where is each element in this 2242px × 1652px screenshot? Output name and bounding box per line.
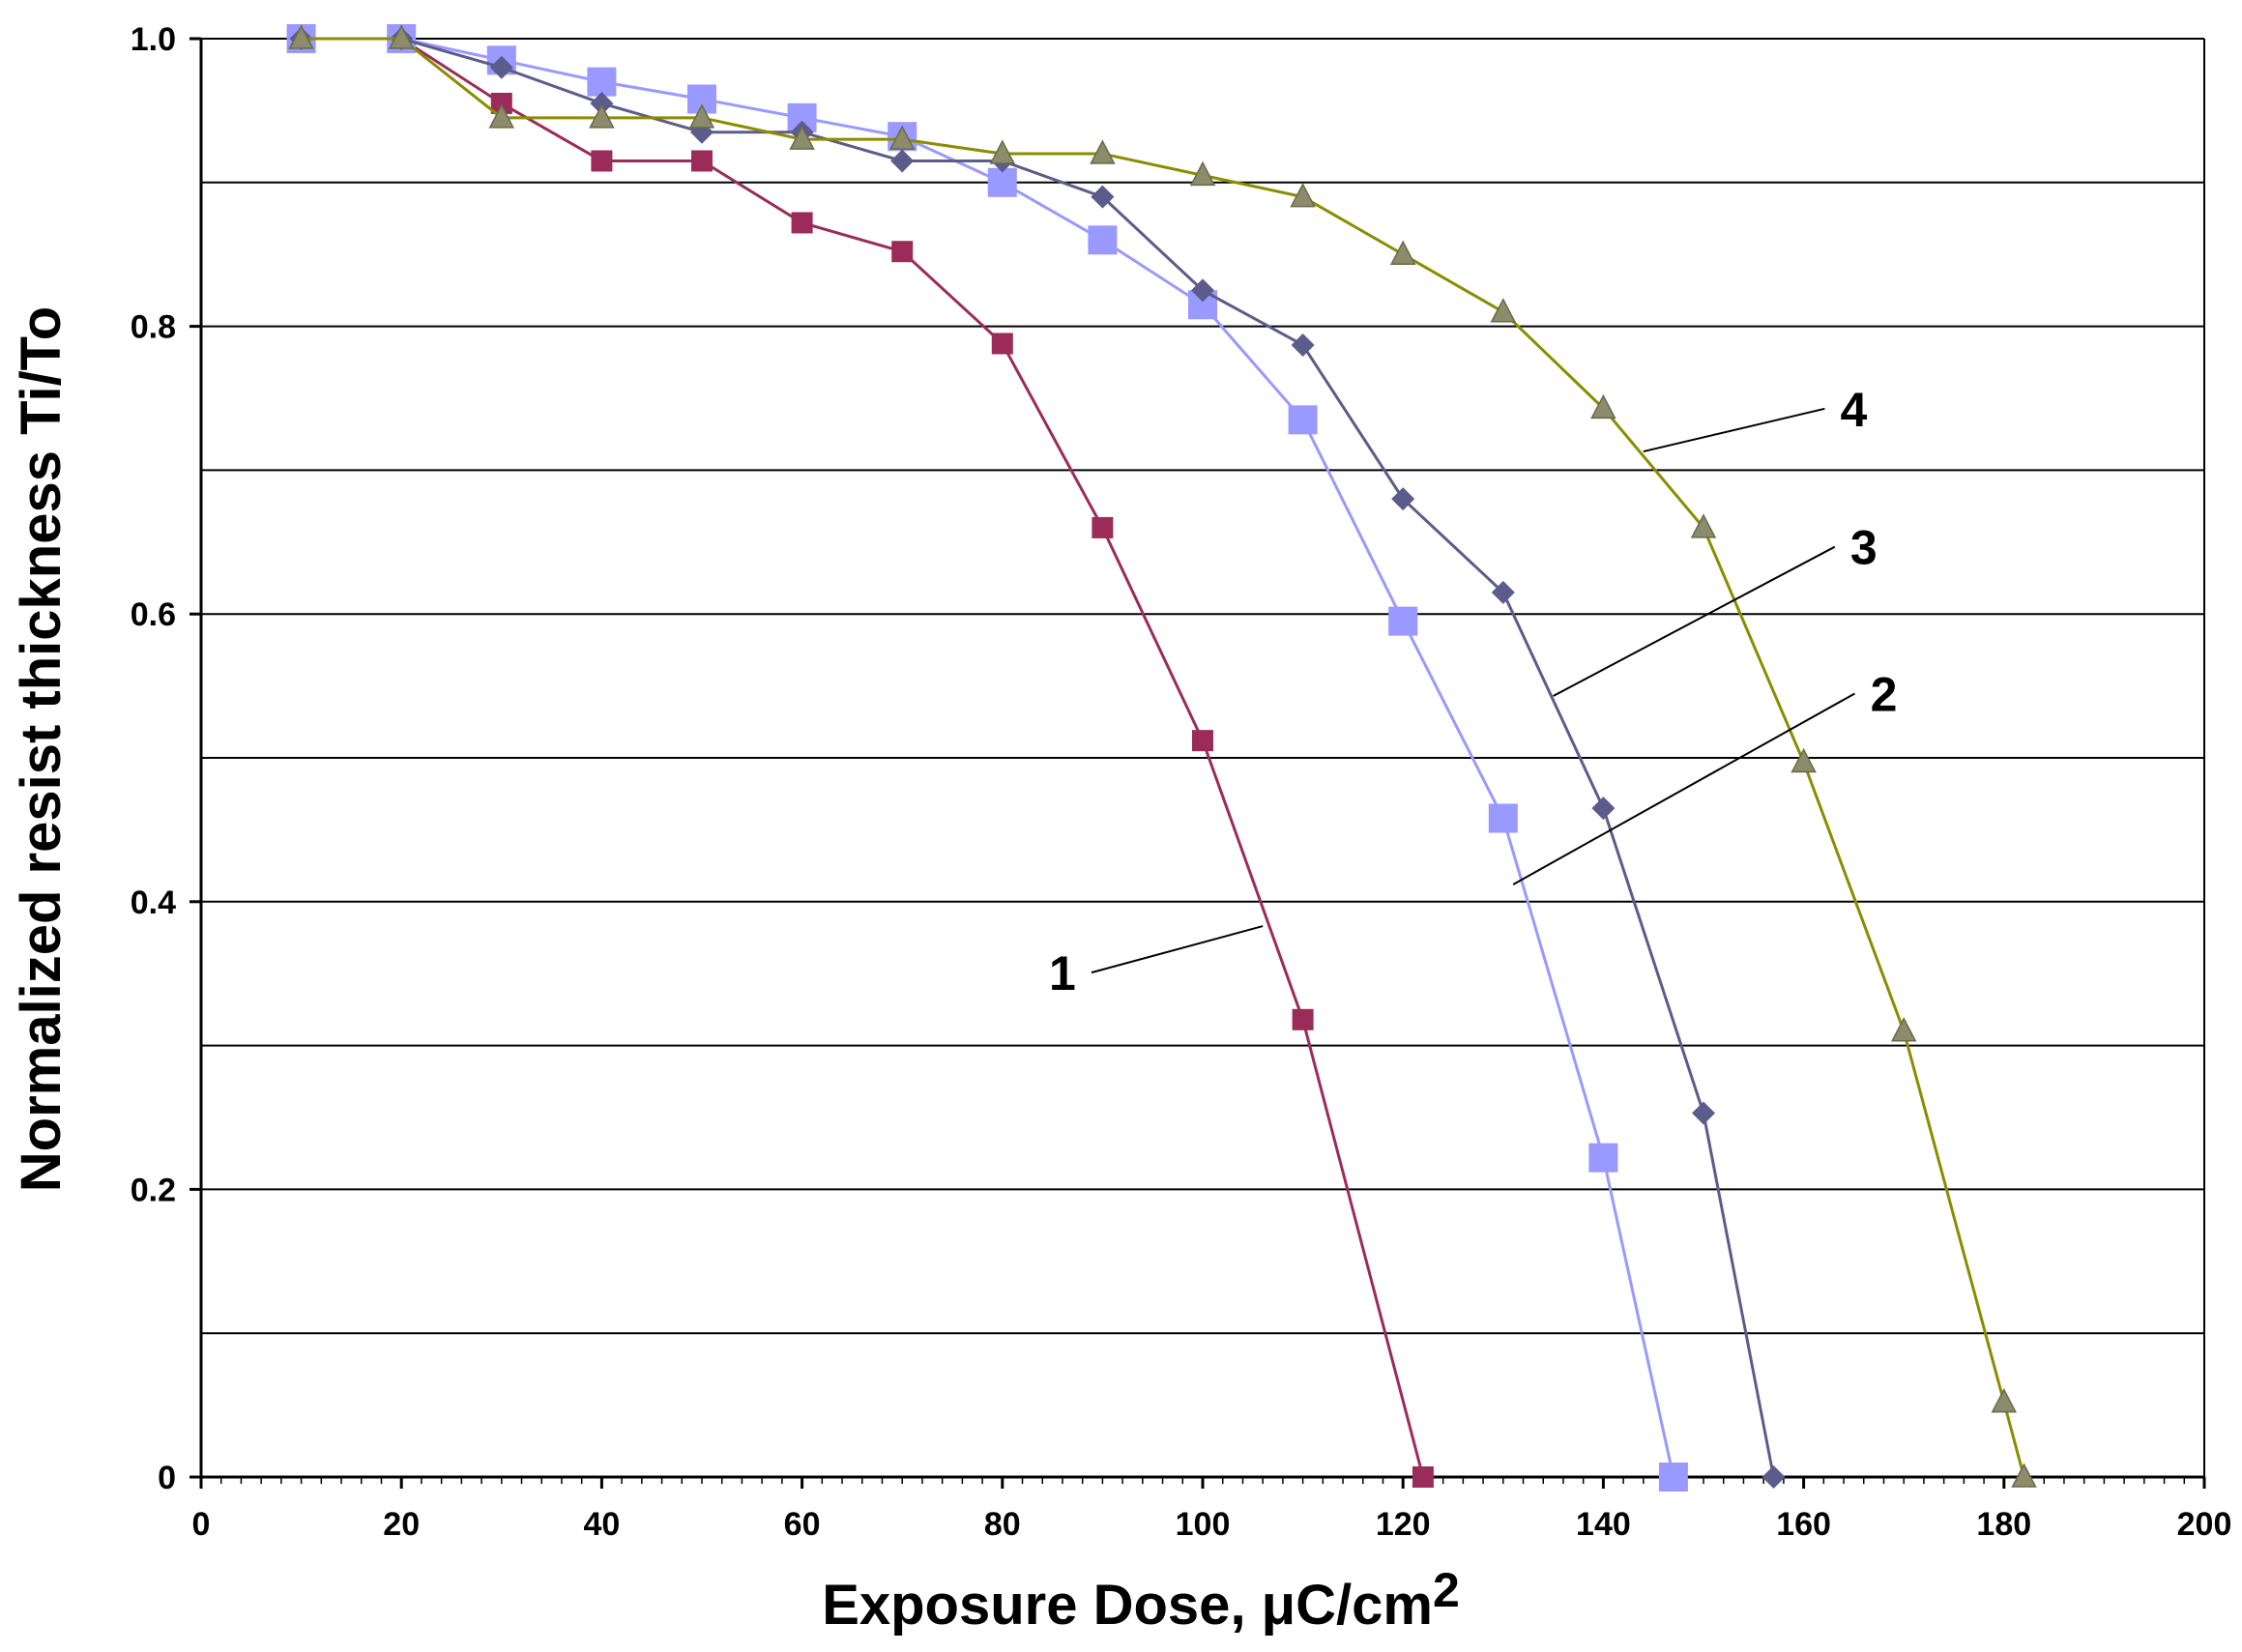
- data-point: [1292, 1008, 1314, 1030]
- curve-label: 4: [1840, 383, 1867, 437]
- series-line-3: [301, 37, 1775, 1478]
- x-tick-label: 120: [1376, 1506, 1431, 1543]
- data-point: [1488, 803, 1518, 833]
- y-tick-label: 0.8: [131, 309, 176, 346]
- data-point: [489, 55, 513, 79]
- curve-label: 1: [1049, 946, 1076, 1000]
- data-point: [1391, 487, 1415, 511]
- data-point: [1991, 1388, 2018, 1413]
- x-tick-label: 60: [784, 1506, 821, 1543]
- data-point: [989, 139, 1016, 164]
- data-point: [1791, 747, 1817, 773]
- curve-label-leader: [1091, 925, 1264, 974]
- grid-layer: [201, 38, 2205, 1477]
- y-tick-label: 0.6: [131, 596, 176, 633]
- curve-label: 2: [1871, 667, 1898, 721]
- x-tick-label: 140: [1576, 1506, 1631, 1543]
- curve-label-leader: [1553, 545, 1836, 697]
- data-point: [1288, 405, 1318, 435]
- data-point: [388, 24, 415, 49]
- curve-label: 3: [1850, 521, 1878, 575]
- axis-layer: 0 0.2 0.4 0.6 0.8 1.0 0 20 40 60 80 100 120 140 160 180…: [131, 21, 2232, 1543]
- data-point: [1389, 240, 1416, 265]
- data-point: [1491, 580, 1515, 604]
- y-tick-label: 0.2: [131, 1172, 176, 1208]
- data-point: [1291, 333, 1315, 357]
- data-point: [1590, 393, 1616, 420]
- data-point: [1690, 513, 1717, 538]
- data-point: [1762, 1465, 1786, 1489]
- x-tick-label: 20: [383, 1506, 420, 1543]
- data-point: [1490, 298, 1517, 323]
- data-point: [891, 241, 914, 263]
- x-tick-label: 180: [1976, 1506, 2031, 1543]
- data-point: [890, 149, 915, 173]
- y-tick-label: 0: [158, 1460, 176, 1496]
- x-tick-label: 0: [192, 1506, 211, 1543]
- data-point: [688, 103, 715, 129]
- x-tick-label: 160: [1776, 1506, 1831, 1543]
- y-tick-label: 0.4: [131, 884, 176, 921]
- curve-label-leader: [1512, 692, 1855, 885]
- x-tick-label: 200: [2177, 1506, 2232, 1543]
- data-point: [1090, 139, 1116, 164]
- data-point: [488, 103, 515, 129]
- x-axis-title-superscript: 2: [1433, 1563, 1460, 1617]
- data-point: [1091, 185, 1115, 209]
- y-tick-label: 1.0: [131, 21, 176, 58]
- x-tick-label: 80: [984, 1506, 1021, 1543]
- data-point: [1412, 1466, 1434, 1488]
- data-point: [1290, 183, 1316, 208]
- data-point: [987, 167, 1017, 197]
- series-4: [288, 24, 2037, 1488]
- series-layer: [286, 24, 2037, 1492]
- data-point: [1192, 730, 1213, 752]
- data-point: [2011, 1463, 2037, 1488]
- data-point: [691, 150, 713, 172]
- x-axis-title: Exposure Dose, μC/cm2: [822, 1563, 1460, 1637]
- x-axis-title-text: Exposure Dose, μC/cm: [822, 1574, 1433, 1637]
- label-layer: 1 2 3 4: [1049, 383, 1897, 1000]
- data-point: [490, 92, 512, 114]
- data-point: [587, 67, 617, 97]
- data-point: [791, 212, 813, 234]
- data-point: [590, 91, 614, 115]
- y-axis-title: Normalized resist thickness Ti/To: [10, 306, 73, 1192]
- x-tick-label: 100: [1176, 1506, 1231, 1543]
- data-point: [1588, 1143, 1618, 1173]
- data-point: [1088, 225, 1118, 255]
- data-point: [789, 125, 815, 150]
- data-point: [888, 125, 916, 150]
- data-point: [1191, 278, 1214, 303]
- data-point: [288, 24, 314, 49]
- data-point: [1890, 1017, 1917, 1042]
- series-line-1: [301, 37, 1425, 1478]
- data-point: [1692, 1101, 1715, 1125]
- data-point: [991, 333, 1013, 355]
- data-point: [591, 150, 613, 172]
- data-point: [589, 103, 615, 129]
- data-point: [1658, 1463, 1688, 1492]
- data-point: [1092, 516, 1114, 538]
- curve-label-leader: [1643, 407, 1825, 453]
- data-point: [1388, 606, 1418, 636]
- data-point: [1189, 160, 1216, 187]
- data-point: [1591, 797, 1616, 821]
- x-tick-label: 40: [583, 1506, 620, 1543]
